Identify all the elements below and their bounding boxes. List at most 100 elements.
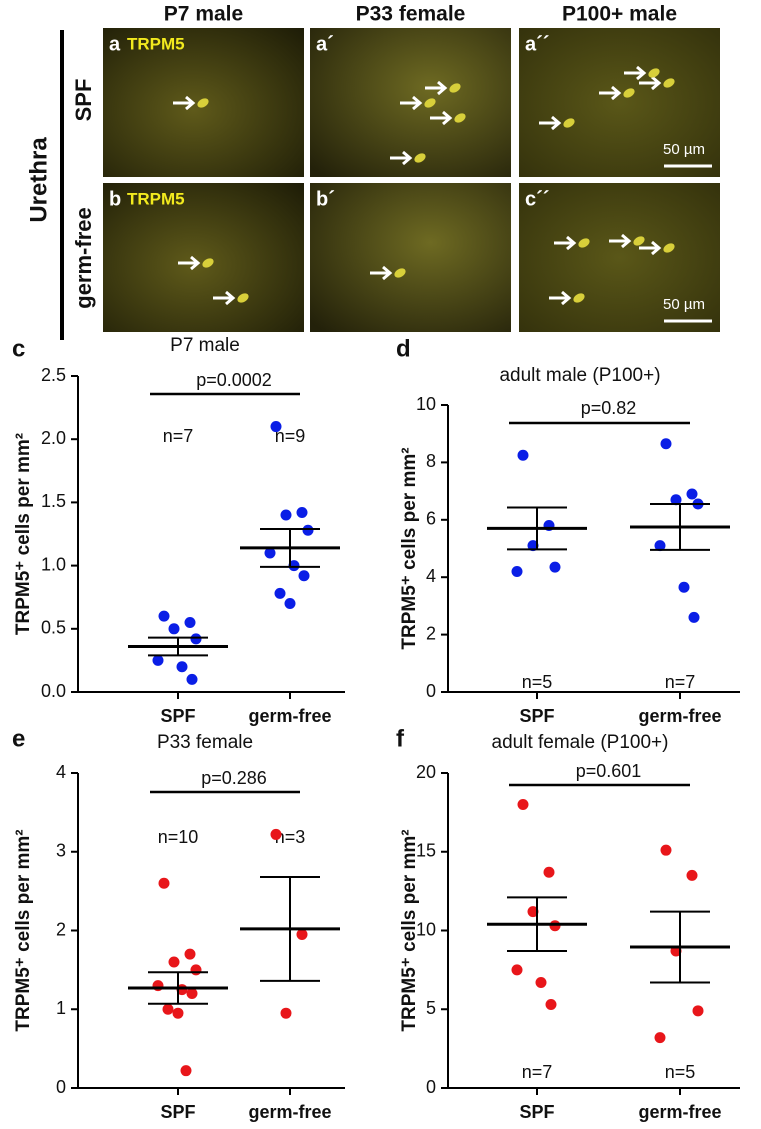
data-point	[176, 661, 188, 673]
data-point	[660, 438, 672, 450]
cell	[623, 88, 635, 98]
n-label: n=3	[275, 827, 306, 847]
sem-bar	[650, 910, 710, 984]
n-label: n=7	[522, 1062, 553, 1082]
cell	[648, 68, 660, 78]
y-tick-label: 1	[56, 998, 66, 1018]
cell	[578, 238, 590, 248]
data-point	[654, 1032, 666, 1044]
data-point	[158, 877, 170, 889]
n-label: n=5	[665, 1062, 696, 1082]
cell	[633, 236, 645, 246]
cell	[424, 98, 436, 108]
data-point	[186, 988, 198, 999]
y-axis-label: TRPM5⁺ cells per mm²	[13, 433, 34, 635]
y-axis-label: TRPM5⁺ cells per mm²	[399, 829, 420, 1031]
n-label: n=10	[158, 827, 199, 847]
data-point	[296, 507, 308, 519]
p-value: p=0.82	[581, 398, 637, 418]
y-tick-label: 1.0	[41, 554, 66, 574]
data-point	[511, 964, 523, 976]
data-point	[654, 540, 666, 552]
y-tick-label: 10	[416, 394, 436, 414]
data-point	[190, 633, 202, 645]
chart-title: P33 female	[157, 732, 253, 753]
data-point	[270, 828, 282, 840]
arrow	[624, 65, 647, 81]
data-point	[535, 976, 547, 988]
data-point	[678, 581, 690, 593]
y-axis-label: TRPM5⁺ cells per mm²	[13, 829, 34, 1031]
data-point	[172, 1007, 184, 1019]
data-point	[517, 449, 529, 461]
x-tick-label: germ-free	[248, 1102, 331, 1122]
data-point	[545, 999, 557, 1011]
y-tick-label: 6	[426, 509, 436, 529]
column-header: P7 male	[164, 3, 243, 26]
data-point	[527, 906, 539, 918]
sem-bar	[650, 503, 710, 551]
data-point	[280, 1007, 292, 1019]
arrow	[213, 290, 236, 306]
y-tick-label: 0.0	[41, 681, 66, 701]
n-label: n=7	[163, 426, 194, 446]
data-point	[280, 509, 292, 521]
y-tick-label: 15	[416, 841, 436, 861]
x-tick-label: SPF	[160, 1102, 195, 1122]
data-point	[168, 623, 180, 635]
y-tick-label: 0	[426, 681, 436, 701]
data-point	[686, 869, 698, 881]
panel-letter: a	[109, 33, 121, 55]
data-point	[190, 964, 202, 976]
stain-label: TRPM5	[127, 34, 185, 53]
cell	[394, 268, 406, 278]
y-tick-label: 0	[426, 1077, 436, 1097]
arrow	[173, 95, 196, 111]
micrograph	[103, 183, 304, 332]
data-point	[302, 524, 314, 536]
x-tick-label: SPF	[160, 706, 195, 726]
micrograph	[519, 28, 720, 177]
scale-label: 50 µm	[663, 141, 705, 158]
panel-letter: d	[396, 335, 411, 362]
data-point	[288, 560, 300, 572]
arrow	[390, 150, 413, 166]
arrow	[554, 235, 577, 251]
y-tick-label: 0.5	[41, 618, 66, 638]
panel-letter: f	[396, 725, 405, 752]
p-value: p=0.286	[201, 768, 267, 788]
n-label: n=9	[275, 426, 306, 446]
p-value: p=0.0002	[196, 370, 272, 390]
arrow	[539, 115, 562, 131]
arrow	[639, 240, 662, 256]
arrow	[400, 95, 423, 111]
panel-letter: b	[109, 188, 121, 210]
region-label: Urethra	[25, 137, 52, 223]
stain-label: TRPM5	[127, 189, 185, 208]
data-point	[162, 1003, 174, 1015]
y-tick-label: 8	[426, 451, 436, 471]
panel-letter: a´	[316, 33, 334, 55]
data-point	[549, 920, 561, 932]
arrow	[178, 255, 201, 271]
y-tick-label: 1.5	[41, 491, 66, 511]
arrow	[639, 75, 662, 91]
cell	[449, 83, 461, 93]
sem-bar	[260, 527, 320, 568]
n-label: n=5	[522, 672, 553, 692]
cell	[563, 118, 575, 128]
row-label: SPF	[71, 79, 96, 122]
chart-title: P7 male	[170, 335, 240, 356]
x-tick-label: SPF	[519, 1102, 554, 1122]
panel-letter: e	[12, 725, 25, 752]
scale-label: 50 µm	[663, 296, 705, 313]
cell	[573, 293, 585, 303]
data-point	[158, 610, 170, 622]
data-point	[686, 488, 698, 500]
arrow	[425, 80, 448, 96]
data-point	[298, 570, 310, 582]
data-point	[284, 598, 296, 610]
cell	[237, 293, 249, 303]
data-point	[511, 565, 523, 577]
